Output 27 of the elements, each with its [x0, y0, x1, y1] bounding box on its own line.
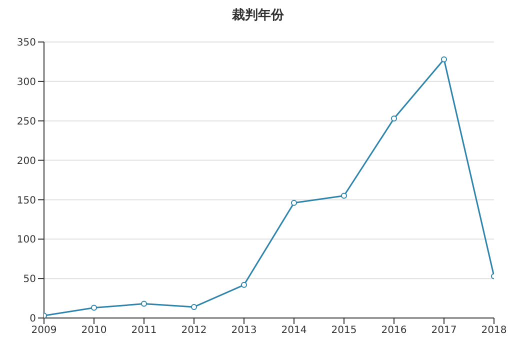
- y-tick-label: 0: [30, 314, 36, 325]
- point: [441, 56, 447, 62]
- point: [341, 192, 347, 199]
- x-tick-label: 2014: [281, 325, 307, 336]
- x-tick-label: 2010: [81, 325, 107, 336]
- y-tick-label: 100: [16, 234, 36, 246]
- chart-title: 裁判年份: [231, 8, 285, 25]
- point: [91, 304, 97, 311]
- x-tick-label: 2011: [131, 325, 157, 336]
- point: [291, 200, 297, 206]
- x-tick-label: 2013: [231, 325, 257, 336]
- x-tick-label: 2009: [31, 325, 57, 336]
- point: [241, 282, 247, 288]
- point: [191, 304, 197, 310]
- x-tick-label: 2018: [481, 325, 507, 336]
- y-tick-label: 250: [16, 116, 36, 128]
- x-tick-label: 2017: [431, 325, 457, 336]
- y-tick-label: 200: [16, 156, 36, 167]
- x-tick-label: 2012: [181, 325, 207, 336]
- y-tick-label: 350: [16, 38, 36, 49]
- point: [141, 300, 147, 307]
- y-tick-label: 300: [16, 76, 36, 88]
- point: [391, 115, 397, 122]
- x-tick-label: 2015: [331, 325, 357, 336]
- y-tick-label: 150: [16, 195, 36, 206]
- y-tick-label: 50: [23, 274, 36, 286]
- x-tick-label: 2016: [381, 325, 407, 336]
